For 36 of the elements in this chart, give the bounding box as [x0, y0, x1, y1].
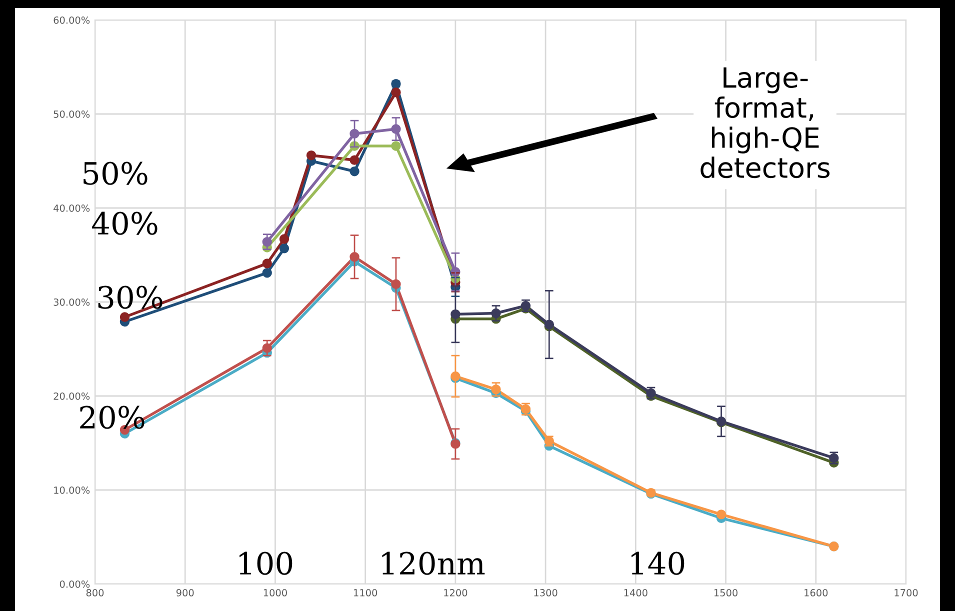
annotation: 20%: [80, 406, 144, 429]
annotation: 30%: [98, 286, 162, 309]
y-tick-label: 20.00%: [54, 392, 90, 400]
point: [391, 88, 401, 98]
annotation: 140: [632, 552, 684, 575]
y-tick-label: 10.00%: [54, 486, 90, 494]
annotation: Large-format, high-QE detectors: [700, 67, 830, 178]
x-tick-label: 1200: [444, 589, 468, 596]
annotation: 40%: [92, 212, 158, 235]
annotation: 100: [240, 552, 292, 575]
x-tick-label: 800: [86, 589, 104, 596]
x-tick-label: 1500: [714, 589, 738, 596]
point: [306, 150, 316, 160]
y-tick-label: 60.00%: [54, 16, 90, 24]
point: [262, 258, 272, 268]
annotation: 50%: [84, 162, 148, 185]
x-tick-label: 1000: [264, 589, 287, 596]
y-tick-label: 0.00%: [60, 580, 90, 588]
y-tick-label: 50.00%: [54, 110, 90, 118]
x-tick-label: 1700: [894, 589, 918, 596]
point: [716, 510, 726, 520]
annotation: 120nm: [382, 552, 485, 575]
x-tick-label: 900: [176, 589, 194, 596]
point: [279, 234, 290, 244]
x-tick-label: 1400: [624, 589, 648, 596]
y-tick-label: 30.00%: [54, 298, 90, 306]
point: [120, 312, 130, 322]
x-tick-label: 1600: [804, 589, 828, 596]
point: [391, 141, 401, 151]
point: [262, 268, 272, 278]
x-tick-label: 1300: [534, 589, 558, 596]
point: [279, 244, 290, 254]
point: [350, 166, 360, 176]
point: [350, 155, 360, 165]
x-tick-label: 1100: [354, 589, 378, 596]
y-tick-label: 40.00%: [54, 204, 90, 212]
